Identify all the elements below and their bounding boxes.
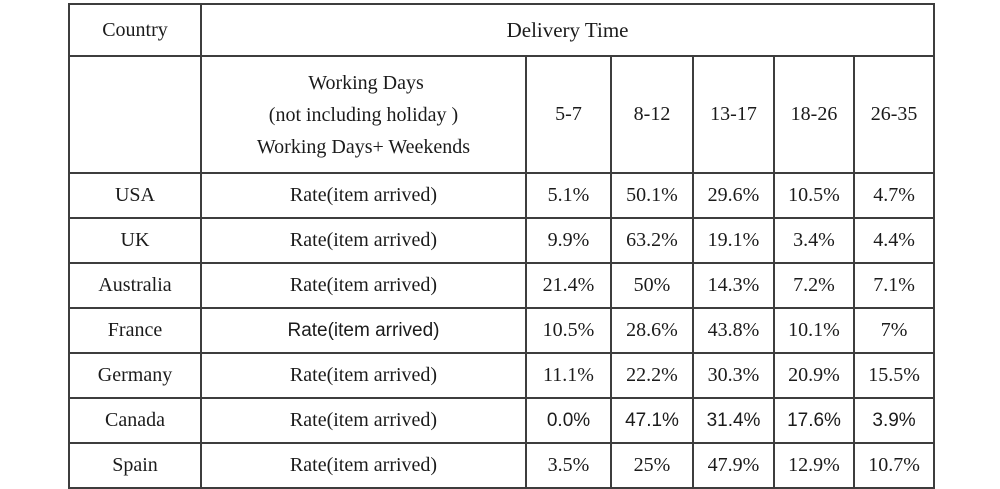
table-row-germany: Germany Rate(item arrived) 11.1% 22.2% 3… (68, 352, 936, 399)
rate-value-cell: 3.9% (852, 397, 936, 444)
table-row-spain: Spain Rate(item arrived) 3.5% 25% 47.9% … (68, 442, 936, 489)
header-row-1: Country Delivery Time (68, 3, 936, 57)
table-row-canada: Canada Rate(item arrived) 0.0% 47.1% 31.… (68, 397, 936, 444)
rate-value-cell: 12.9% (773, 442, 855, 489)
rate-value-cell: 50% (610, 262, 694, 309)
rate-label-cell: Rate(item arrived) (200, 172, 527, 219)
country-cell: Germany (68, 352, 202, 399)
header-row-2: Working Days (not including holiday ) Wo… (68, 55, 936, 174)
rate-value-cell: 29.6% (692, 172, 775, 219)
rate-value-cell: 50.1% (610, 172, 694, 219)
rate-value-cell: 7% (852, 307, 936, 354)
rate-value-cell: 5.1% (525, 172, 612, 219)
rate-value-cell: 31.4% (692, 397, 775, 444)
country-cell: UK (68, 217, 202, 264)
country-header: Country (68, 3, 202, 57)
table-row-usa: USA Rate(item arrived) 5.1% 50.1% 29.6% … (68, 172, 936, 219)
range-header-13-17: 13-17 (692, 55, 775, 174)
rate-label-cell: Rate(item arrived) (200, 397, 527, 444)
rate-value-cell: 63.2% (610, 217, 694, 264)
empty-corner-cell (68, 55, 202, 174)
rate-label-cell: Rate(item arrived) (200, 307, 527, 354)
rate-label-cell: Rate(item arrived) (200, 262, 527, 309)
rate-value-cell: 7.1% (852, 262, 936, 309)
country-cell: USA (68, 172, 202, 219)
rate-value-cell: 9.9% (525, 217, 612, 264)
rate-value-cell: 7.2% (773, 262, 855, 309)
rate-label-cell: Rate(item arrived) (200, 352, 527, 399)
range-header-8-12: 8-12 (610, 55, 694, 174)
table-row-australia: Australia Rate(item arrived) 21.4% 50% 1… (68, 262, 936, 309)
delivery-time-table: Country Delivery Time Working Days (not … (68, 3, 936, 489)
rate-value-cell: 11.1% (525, 352, 612, 399)
rate-value-cell: 28.6% (610, 307, 694, 354)
working-days-header: Working Days (not including holiday ) Wo… (200, 55, 527, 174)
rate-value-cell: 4.7% (852, 172, 936, 219)
country-cell: Spain (68, 442, 202, 489)
rate-label-cell: Rate(item arrived) (200, 217, 527, 264)
rate-value-cell: 3.4% (773, 217, 855, 264)
rate-value-cell: 25% (610, 442, 694, 489)
range-header-26-35: 26-35 (852, 55, 936, 174)
country-cell: Australia (68, 262, 202, 309)
rate-value-cell: 19.1% (692, 217, 775, 264)
rate-value-cell: 30.3% (692, 352, 775, 399)
table-row-france: France Rate(item arrived) 10.5% 28.6% 43… (68, 307, 936, 354)
range-header-5-7: 5-7 (525, 55, 612, 174)
delivery-time-header: Delivery Time (199, 3, 936, 57)
rate-value-cell: 10.5% (773, 172, 855, 219)
rate-value-cell: 3.5% (525, 442, 612, 489)
rate-value-cell: 10.7% (852, 442, 936, 489)
rate-value-cell: 17.6% (773, 397, 855, 444)
country-cell: Canada (68, 397, 202, 444)
rate-value-cell: 10.5% (525, 307, 612, 354)
rate-value-cell: 43.8% (692, 307, 775, 354)
rate-value-cell: 0.0% (525, 397, 612, 444)
range-header-18-26: 18-26 (773, 55, 855, 174)
rate-value-cell: 47.1% (610, 397, 694, 444)
country-cell: France (68, 307, 202, 354)
rate-value-cell: 22.2% (610, 352, 694, 399)
rate-value-cell: 21.4% (525, 262, 612, 309)
rate-label-cell: Rate(item arrived) (200, 442, 527, 489)
rate-value-cell: 15.5% (852, 352, 936, 399)
rate-value-cell: 20.9% (773, 352, 855, 399)
rate-value-cell: 4.4% (852, 217, 936, 264)
rate-value-cell: 14.3% (692, 262, 775, 309)
rate-value-cell: 10.1% (773, 307, 855, 354)
table-row-uk: UK Rate(item arrived) 9.9% 63.2% 19.1% 3… (68, 217, 936, 264)
rate-value-cell: 47.9% (692, 442, 775, 489)
